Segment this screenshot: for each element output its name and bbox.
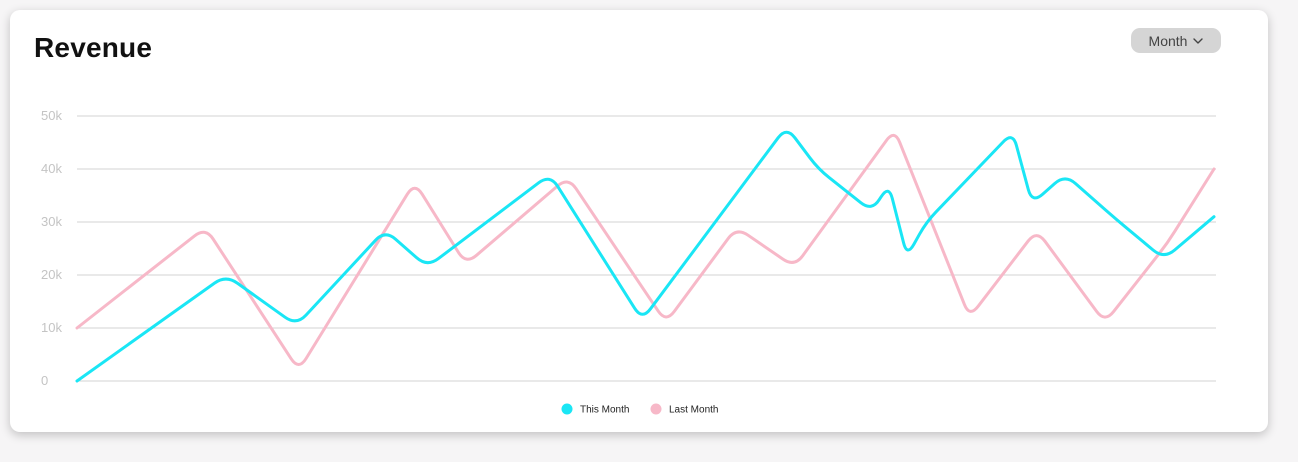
legend-marker-this-month bbox=[561, 403, 573, 415]
revenue-card: Revenue Month bbox=[10, 10, 1268, 432]
y-tick-label: 30k bbox=[41, 214, 62, 229]
y-tick-label: 20k bbox=[41, 267, 62, 282]
chart-title: Revenue bbox=[34, 32, 153, 63]
period-dropdown-label: Month bbox=[1148, 32, 1188, 49]
y-tick-label: 10k bbox=[41, 320, 62, 335]
legend-label-last-month: Last Month bbox=[669, 405, 718, 416]
series-line-last-month bbox=[75, 133, 1216, 366]
y-tick-label: 0 bbox=[41, 373, 48, 388]
period-dropdown[interactable]: Month bbox=[1131, 28, 1221, 53]
legend-marker-last-month bbox=[650, 403, 662, 415]
legend-label-this-month: This Month bbox=[580, 405, 629, 416]
y-tick-label: 40k bbox=[41, 161, 62, 176]
chevron-down-icon bbox=[1193, 37, 1204, 44]
y-tick-label: 50k bbox=[41, 108, 62, 123]
series-line-this-month bbox=[75, 130, 1216, 383]
